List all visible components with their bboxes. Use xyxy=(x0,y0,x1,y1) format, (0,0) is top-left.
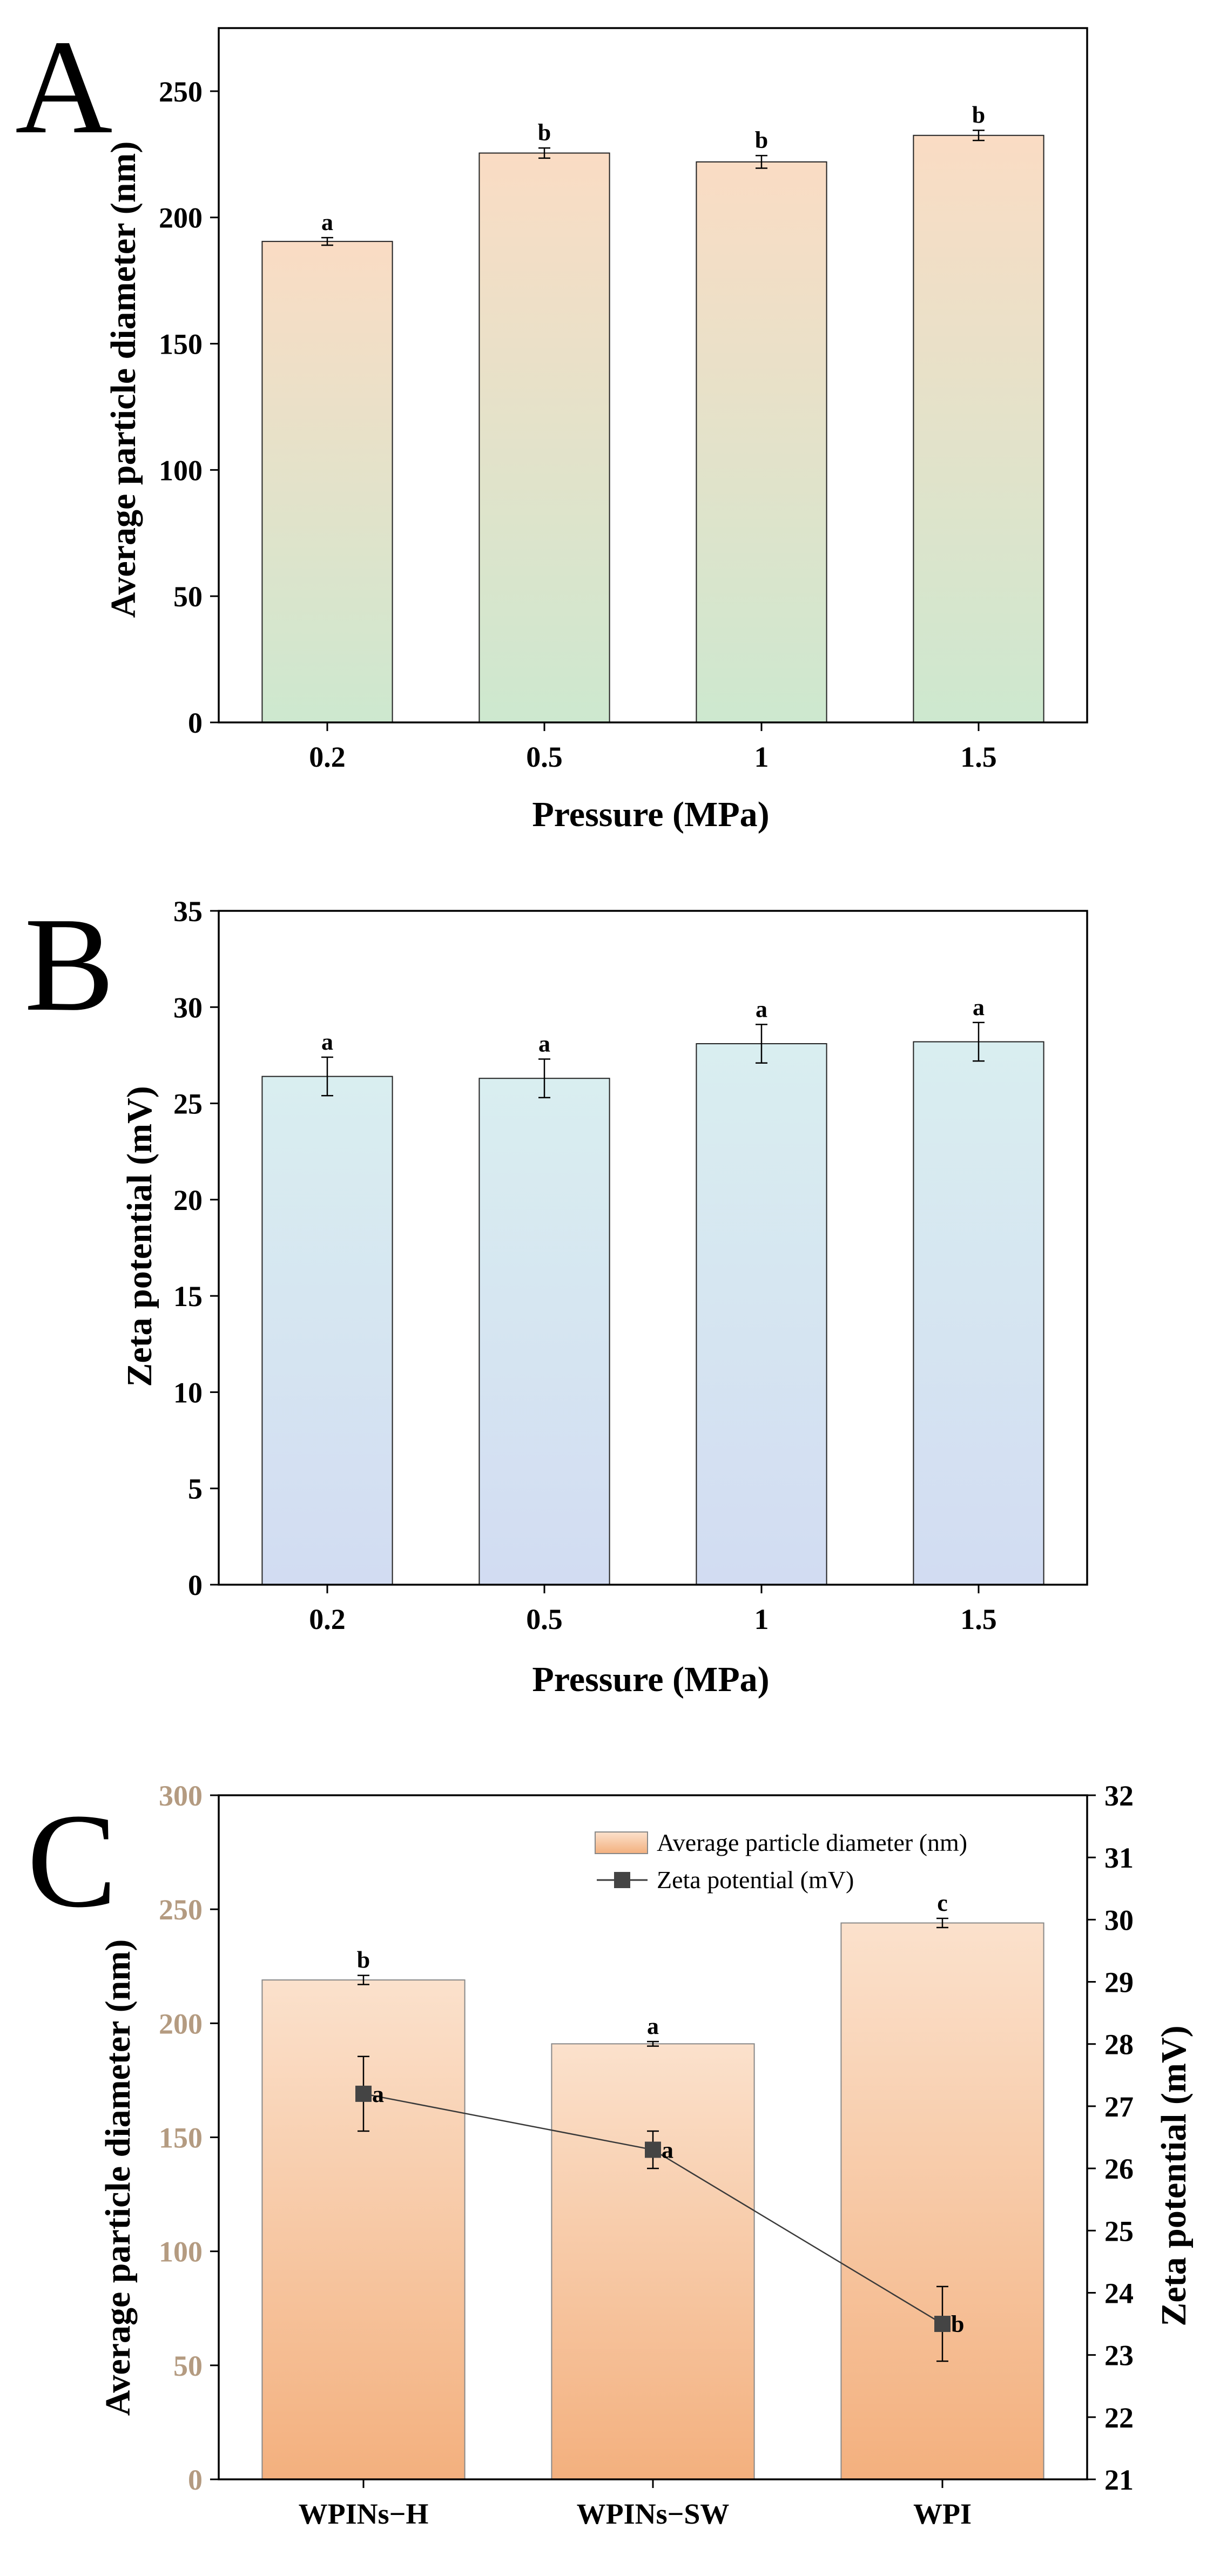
panel-b-bar xyxy=(696,1043,827,1585)
legend-marker-swatch xyxy=(614,1872,630,1888)
panel-a-x-axis-title: Pressure (MPa) xyxy=(532,795,769,834)
panel-letter-b: B xyxy=(24,890,114,1039)
panel-letter-a: A xyxy=(15,12,113,162)
panel-a-y-axis-title: Average particle diameter (nm) xyxy=(104,141,143,618)
legend-bar-label: Average particle diameter (nm) xyxy=(657,1829,967,1856)
panel-c-right-y-tick-label: 31 xyxy=(1104,1842,1134,1874)
panel-a-significance-label: b xyxy=(538,119,551,146)
panel-a-y-tick-label: 250 xyxy=(159,76,203,108)
panel-b-y-tick-label: 5 xyxy=(188,1473,203,1505)
panel-c-right-y-tick-label: 28 xyxy=(1104,2029,1134,2061)
panel-b-y-tick-label: 25 xyxy=(173,1088,203,1120)
panel-b-y-tick-label: 30 xyxy=(173,991,203,1024)
panel-a-bar xyxy=(478,152,610,724)
panel-c-zeta-marker xyxy=(645,2141,661,2158)
panel-c-bar xyxy=(551,2043,755,2480)
panel-a-significance-label: b xyxy=(972,102,985,128)
panel-b-plot-frame xyxy=(218,910,1088,1586)
panel-c-left-y-tick-label: 300 xyxy=(159,1780,203,1812)
panel-c-right-y-tick-label: 22 xyxy=(1104,2402,1134,2434)
panel-c-right-y-tick-label: 26 xyxy=(1104,2153,1134,2185)
panel-a-bar xyxy=(261,241,393,724)
panel-a-significance-label: a xyxy=(321,209,333,235)
legend-line-label: Zeta potential (mV) xyxy=(657,1866,854,1894)
panel-a-plot-frame xyxy=(218,27,1088,724)
panel-b-x-tick-label: 0.5 xyxy=(526,1603,563,1635)
panel-c-right-y-tick-label: 25 xyxy=(1104,2215,1134,2247)
panel-c-legend: Average particle diameter (nm) Zeta pote… xyxy=(595,1829,967,1894)
panel-c-right-y-tick-label: 32 xyxy=(1104,1780,1134,1812)
panel-c-right-y-tick-label: 30 xyxy=(1104,1904,1134,1936)
panel-b-significance-label: a xyxy=(538,1031,550,1057)
panel-a-bar xyxy=(696,161,827,723)
panel-c-bar-significance-label: c xyxy=(937,1890,948,1916)
panel-b-x-axis-title: Pressure (MPa) xyxy=(532,1660,769,1699)
panel-c-left-y-tick-label: 50 xyxy=(173,2350,203,2382)
panel-c-bar xyxy=(261,1979,466,2480)
panel-a-y-tick-label: 150 xyxy=(159,328,203,361)
panel-b-significance-label: a xyxy=(756,996,767,1022)
panel-c-left-y-tick-label: 150 xyxy=(159,2122,203,2154)
panel-a-y-tick-label: 0 xyxy=(188,707,203,739)
panel-b-x-tick-label: 0.2 xyxy=(309,1603,346,1635)
panel-b-y-tick-label: 0 xyxy=(188,1569,203,1601)
panel-a-x-tick-label: 1.5 xyxy=(960,741,997,773)
panel-a-y-tick-label: 100 xyxy=(159,454,203,486)
panel-a-bar xyxy=(913,134,1044,723)
panel-c-bar-significance-label: b xyxy=(357,1947,370,1973)
panel-b-bar xyxy=(913,1041,1044,1586)
panel-a-y-tick-label: 50 xyxy=(173,580,203,613)
panel-b-y-tick-label: 35 xyxy=(173,895,203,928)
panel-b-y-axis-title: Zeta potential (mV) xyxy=(120,1086,159,1387)
panel-b-y-tick-label: 20 xyxy=(173,1184,203,1216)
panel-a-significance-label: b xyxy=(755,127,768,153)
panel-b-x-tick-label: 1.5 xyxy=(960,1603,997,1635)
panel-a-x-tick-label: 0.5 xyxy=(526,741,563,773)
panel-c-right-axis-title: Zeta potential (mV) xyxy=(1154,2025,1194,2326)
panel-c-right-y-tick-label: 27 xyxy=(1104,2091,1134,2123)
panel-c-left-y-tick-label: 250 xyxy=(159,1894,203,1926)
panel-c-zeta-significance-label: b xyxy=(951,2311,964,2337)
panel-b-y-tick-label: 10 xyxy=(173,1376,203,1409)
panel-c-left-y-tick-label: 0 xyxy=(188,2464,203,2496)
panel-b-x-tick-label: 1 xyxy=(754,1603,769,1635)
panel-c-left-y-tick-label: 200 xyxy=(159,2007,203,2040)
panel-b-y-tick-label: 15 xyxy=(173,1280,203,1313)
panel-c-right-y-tick-label: 23 xyxy=(1104,2340,1134,2372)
panel-b-significance-label: a xyxy=(973,994,985,1020)
panel-c-x-tick-label: WPINs−SW xyxy=(577,2498,730,2530)
panel-letter-c: C xyxy=(27,1786,117,1936)
panel-c-right-y-tick-label: 29 xyxy=(1104,1966,1134,1999)
panel-c-right-y-tick-label: 24 xyxy=(1104,2277,1134,2309)
legend-bar-swatch xyxy=(595,1831,648,1854)
panel-b-bar xyxy=(478,1078,610,1585)
panel-c-right-y-tick-label: 21 xyxy=(1104,2464,1134,2496)
panel-c-zeta-marker xyxy=(355,2085,372,2102)
panel-a-y-tick-label: 200 xyxy=(159,202,203,234)
panel-a-x-tick-label: 0.2 xyxy=(309,741,346,773)
panel-b-significance-label: a xyxy=(321,1029,333,1055)
panel-a-x-tick-label: 1 xyxy=(754,741,769,773)
panel-c-y-axis-title: Average particle diameter (nm) xyxy=(98,1939,138,2416)
panel-c-zeta-marker xyxy=(934,2316,951,2332)
panel-c-bar-significance-label: a xyxy=(647,2013,659,2039)
panel-c-plot-frame xyxy=(218,1794,1088,2480)
panel-b-bar xyxy=(261,1076,393,1586)
panel-c-zeta-significance-label: a xyxy=(372,2081,384,2107)
panel-c-bar xyxy=(840,1922,1044,2480)
panel-c-x-tick-label: WPINs−H xyxy=(299,2498,429,2530)
panel-c-left-y-tick-label: 100 xyxy=(159,2236,203,2268)
panel-c-x-tick-label: WPI xyxy=(913,2498,972,2530)
panel-c-zeta-significance-label: a xyxy=(662,2137,673,2163)
